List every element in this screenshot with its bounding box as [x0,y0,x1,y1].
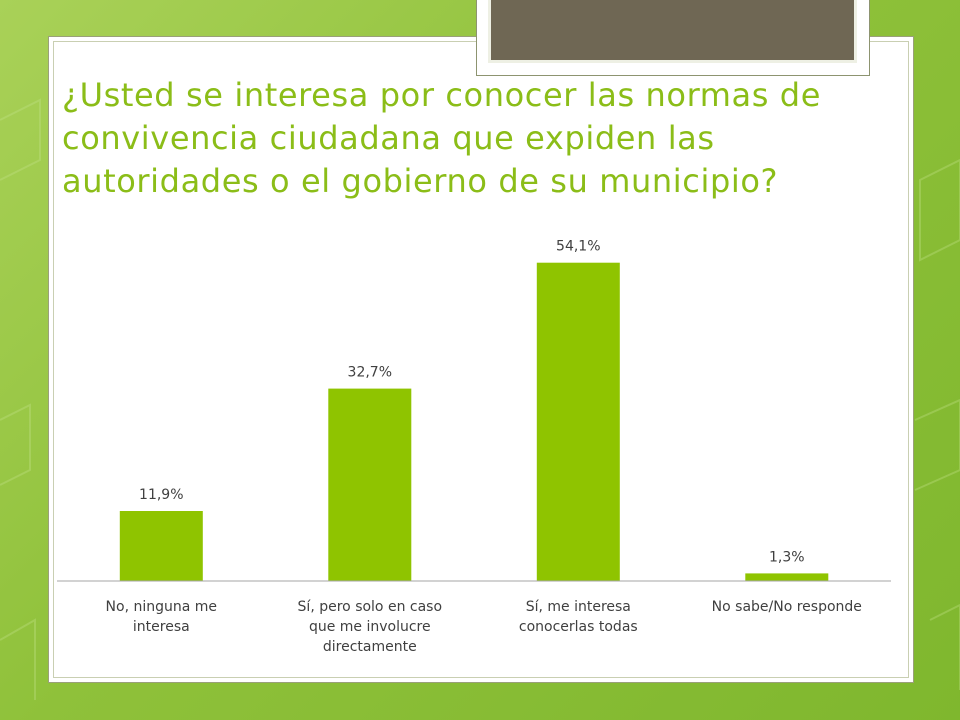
category-label-line: No sabe/No responde [712,599,862,615]
category-label-line: directamente [323,639,417,655]
category-label-line: Sí, pero solo en caso [298,599,442,615]
data-label-4: 1,3% [769,549,805,565]
category-label-4: No sabe/No responde [712,599,862,615]
data-label-2: 32,7% [348,365,392,381]
brand-tab [488,0,857,63]
category-label-line: No, ninguna me [106,599,218,615]
bar-4 [745,573,829,581]
category-label-line: que me involucre [309,619,431,635]
bar-1 [119,511,203,581]
bar-2 [328,388,412,581]
category-label-2: Sí, pero solo en caso que me involucre dir… [298,599,442,655]
data-label-1: 11,9% [139,487,183,503]
category-label-line: Sí, me interesa [526,599,631,615]
bar-3 [536,262,620,581]
category-label-line: conocerlas todas [519,619,638,635]
data-label-3: 54,1% [556,239,600,255]
slide-title: ¿Usted se interesa por conocer las norma… [62,76,822,200]
category-label-1: No, ninguna me interesa [106,599,218,635]
category-label-line: interesa [133,619,190,635]
category-label-3: Sí, me interesa conocerlas todas [519,599,638,635]
